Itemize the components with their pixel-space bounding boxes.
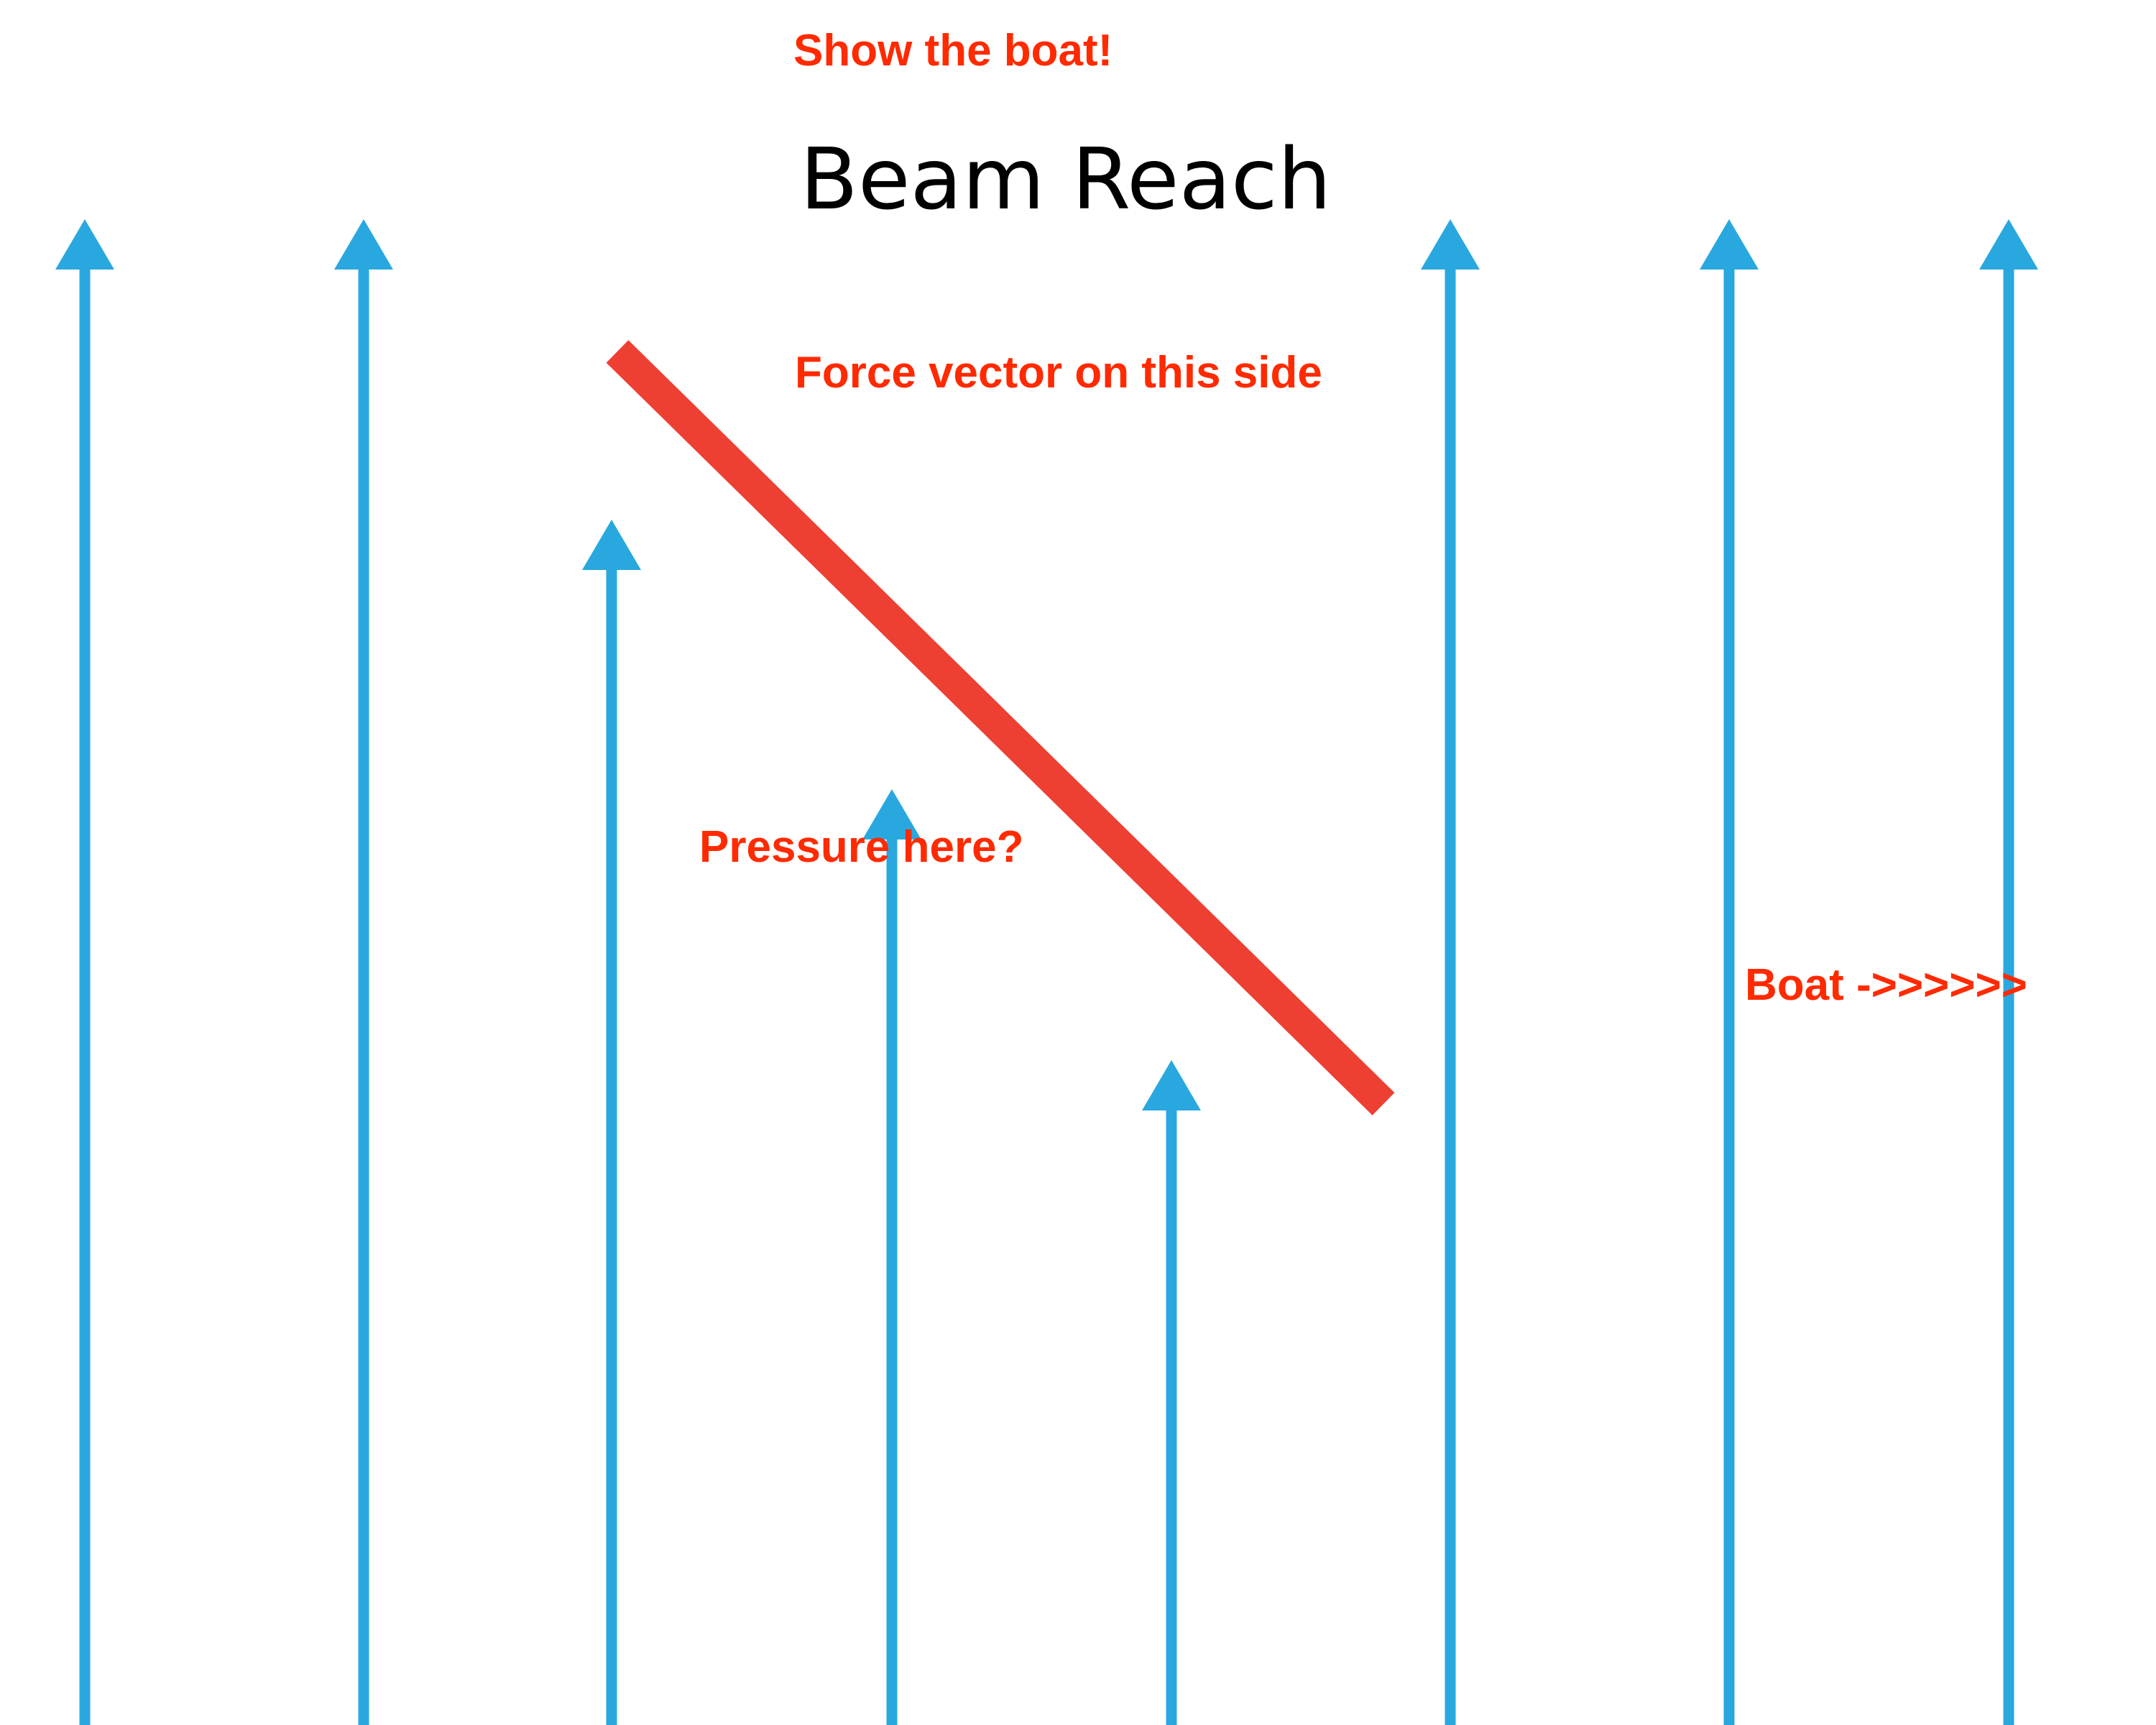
wind-arrow-head [862,789,921,840]
wind-arrow [862,789,921,1725]
wind-arrow [1142,1060,1201,1725]
pressure-annotation: Pressure here? [699,822,1024,872]
wind-arrow-head [1421,219,1480,270]
wind-arrow-head [55,219,114,270]
force-vector-annotation: Force vector on this side [795,348,1322,397]
wind-arrow [55,219,114,1725]
wind-arrow [1979,219,2038,1725]
show-boat-annotation: Show the boat! [793,26,1113,75]
wind-arrow [1700,219,1759,1725]
wind-arrow-head [1700,219,1759,270]
wind-arrow [582,520,641,1725]
wind-arrow [334,219,393,1725]
wind-arrows [55,219,2038,1725]
boat-annotation: Boat ->>>>>> [1745,960,2027,1010]
wind-arrow-head [1979,219,2038,270]
sail [606,340,1395,1116]
wind-arrow-head [1142,1060,1201,1110]
wind-arrow-head [582,520,641,570]
wind-arrow-head [334,219,393,270]
diagram-title: Beam Reach [800,129,1332,229]
wind-arrow [1421,219,1480,1725]
